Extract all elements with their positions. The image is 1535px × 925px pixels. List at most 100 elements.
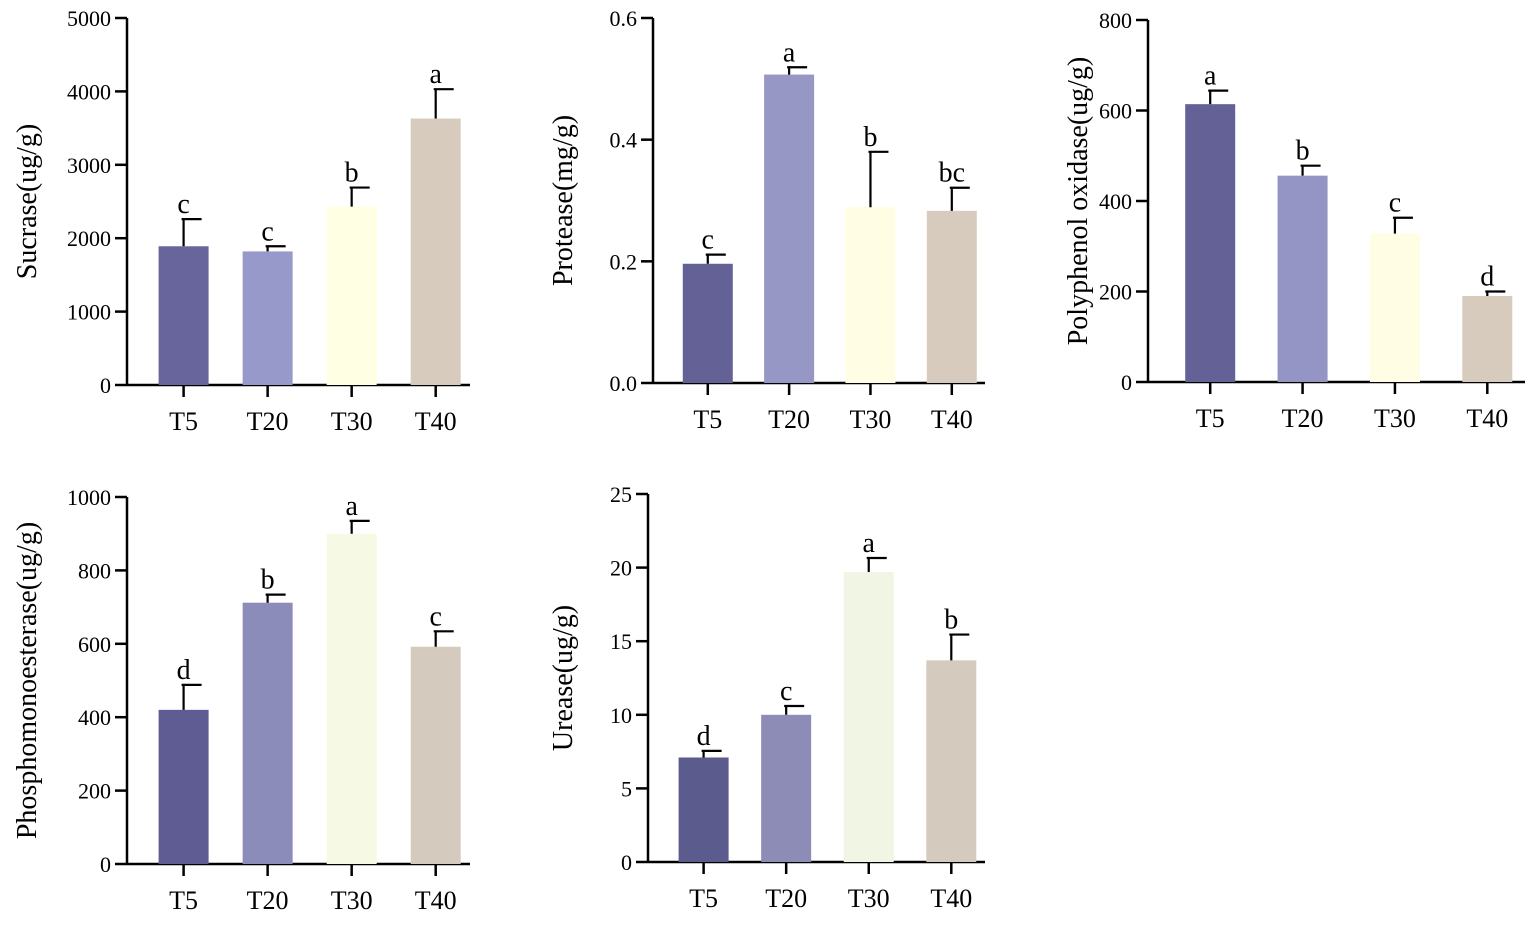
error-bar-T20 bbox=[784, 704, 805, 715]
y-axis-title: Sucrase(ug/g) bbox=[12, 124, 43, 280]
significance-letter-T40: a bbox=[429, 59, 442, 90]
x-tick-label-T20: T20 bbox=[768, 405, 810, 434]
bar-T5 bbox=[158, 709, 209, 864]
chart-panel-2: 0.0 0.2 0.4 0.6 Protease(mg/g) c T5 a T20 b T30 bc T… bbox=[548, 6, 985, 434]
bar-T20 bbox=[242, 251, 293, 385]
bar-T20 bbox=[1277, 175, 1328, 382]
y-axis-title: Urease(ug/g) bbox=[548, 605, 579, 751]
bar-T5 bbox=[678, 757, 729, 862]
bar-T20 bbox=[242, 602, 293, 864]
x-tick-label-T40: T40 bbox=[930, 884, 972, 913]
significance-letter-T30: a bbox=[345, 491, 358, 522]
x-tick-label-T30: T30 bbox=[331, 886, 373, 915]
error-bar-T30 bbox=[1392, 216, 1413, 234]
error-bar-T20 bbox=[787, 66, 808, 75]
bar-T20 bbox=[761, 714, 812, 862]
x-tick-label-T30: T30 bbox=[850, 405, 892, 434]
error-bar-T20 bbox=[265, 245, 286, 252]
bar-T30 bbox=[326, 533, 377, 864]
y-tick-label: 25 bbox=[610, 482, 632, 507]
significance-letter-T5: c bbox=[177, 189, 189, 220]
significance-letter-T40: c bbox=[429, 601, 441, 632]
y-tick-label: 400 bbox=[78, 705, 111, 730]
bar-T5 bbox=[1185, 104, 1236, 382]
significance-letter-T40: d bbox=[1480, 262, 1494, 293]
x-tick-label-T30: T30 bbox=[848, 884, 890, 913]
x-tick-label-T20: T20 bbox=[1282, 404, 1324, 433]
bar-T5 bbox=[158, 246, 209, 385]
significance-letter-T20: c bbox=[261, 216, 273, 247]
significance-letter-T20: b bbox=[1296, 136, 1310, 167]
chart-panel-5: 0 5 10 15 20 25 Urease(ug/g) d T5 c T20 a T30 b T40 bbox=[548, 482, 985, 913]
y-tick-label: 2000 bbox=[67, 226, 111, 251]
bar-T40 bbox=[410, 646, 461, 864]
error-bar-T20 bbox=[265, 593, 286, 603]
y-tick-label: 15 bbox=[610, 629, 632, 654]
significance-letter-T5: d bbox=[697, 721, 711, 752]
significance-letter-T30: a bbox=[863, 528, 876, 559]
y-tick-label: 0.0 bbox=[610, 371, 638, 396]
x-tick-label-T20: T20 bbox=[765, 884, 807, 913]
bar-T30 bbox=[1369, 233, 1420, 382]
x-tick-label-T40: T40 bbox=[931, 405, 973, 434]
significance-letter-T20: a bbox=[783, 37, 796, 68]
y-tick-label: 10 bbox=[610, 703, 632, 728]
y-tick-label: 800 bbox=[1099, 8, 1132, 33]
error-bar-T30 bbox=[866, 556, 887, 573]
significance-letter-T5: a bbox=[1204, 61, 1217, 92]
error-bar-T30 bbox=[349, 519, 370, 534]
bar-T20 bbox=[764, 74, 815, 383]
significance-letter-T30: b bbox=[863, 122, 877, 153]
x-tick-label-T30: T30 bbox=[331, 407, 373, 436]
error-bar-T5 bbox=[1208, 89, 1229, 105]
y-axis-title: Phosphomonoesterase(ug/g) bbox=[12, 522, 43, 839]
x-tick-label-T40: T40 bbox=[415, 886, 457, 915]
chart-panel-1: 0 1000 2000 3000 4000 5000 Sucrase(ug/g) c T5 c T2… bbox=[12, 6, 470, 436]
error-bar-T20 bbox=[1300, 164, 1321, 176]
x-tick-label-T5: T5 bbox=[1196, 404, 1225, 433]
error-bar-T5 bbox=[181, 683, 202, 710]
significance-letter-T30: c bbox=[1389, 188, 1401, 219]
y-tick-label: 0 bbox=[1121, 370, 1132, 395]
y-tick-label: 1000 bbox=[67, 485, 111, 510]
y-tick-label: 5 bbox=[621, 776, 632, 801]
y-axis-title: Protease(mg/g) bbox=[548, 115, 579, 286]
error-bar-T5 bbox=[701, 749, 722, 758]
y-tick-label: 400 bbox=[1099, 189, 1132, 214]
error-bar-T40 bbox=[1485, 290, 1506, 297]
bar-T40 bbox=[410, 118, 461, 386]
chart-panel-4: 0 200 400 600 800 1000 Phosphomonoesterase(ug/… bbox=[12, 485, 470, 915]
x-tick-label-T30: T30 bbox=[1374, 404, 1416, 433]
bar-T30 bbox=[326, 206, 377, 385]
y-tick-label: 800 bbox=[78, 558, 111, 583]
significance-letter-T40: bc bbox=[939, 158, 965, 189]
y-tick-label: 4000 bbox=[67, 79, 111, 104]
error-bar-T30 bbox=[868, 150, 889, 208]
y-tick-label: 600 bbox=[1099, 99, 1132, 124]
x-tick-label-T5: T5 bbox=[169, 407, 198, 436]
bar-T5 bbox=[682, 263, 733, 383]
significance-letter-T40: b bbox=[944, 605, 958, 636]
y-tick-label: 200 bbox=[1099, 280, 1132, 305]
bar-T30 bbox=[843, 572, 894, 862]
x-tick-label-T20: T20 bbox=[247, 407, 289, 436]
bar-T40 bbox=[926, 660, 977, 862]
x-tick-label-T40: T40 bbox=[1466, 404, 1508, 433]
x-tick-label-T5: T5 bbox=[169, 886, 198, 915]
error-bar-T5 bbox=[705, 253, 726, 264]
error-bar-T40 bbox=[949, 633, 970, 661]
y-tick-label: 0.2 bbox=[610, 249, 638, 274]
error-bar-T40 bbox=[433, 88, 454, 119]
bar-T30 bbox=[845, 207, 896, 383]
significance-letter-T5: c bbox=[702, 225, 714, 256]
x-tick-label-T5: T5 bbox=[689, 884, 718, 913]
y-tick-label: 0 bbox=[621, 850, 632, 875]
error-bar-T5 bbox=[181, 218, 202, 247]
error-bar-T30 bbox=[349, 186, 370, 207]
y-tick-label: 20 bbox=[610, 556, 632, 581]
x-tick-label-T20: T20 bbox=[247, 886, 289, 915]
y-tick-label: 0 bbox=[100, 852, 111, 877]
x-tick-label-T40: T40 bbox=[415, 407, 457, 436]
